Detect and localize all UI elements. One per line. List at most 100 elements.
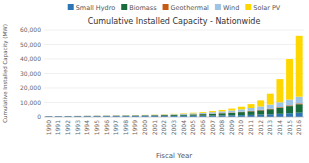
bar-segment: [113, 115, 120, 116]
bar-segment: [142, 115, 149, 116]
legend-label: Biomass: [129, 4, 157, 12]
bar-segment: [267, 105, 274, 109]
bar-segment: [267, 114, 274, 117]
bar-segment: [74, 115, 81, 116]
legend-swatch: [215, 4, 221, 10]
x-axis: 1990199119921993199419951996199719981999…: [45, 120, 302, 135]
bar-segment: [84, 115, 91, 116]
grid-line: [44, 88, 304, 89]
bar-segment: [103, 115, 110, 116]
bar-segment: [296, 97, 303, 104]
legend-swatch: [245, 4, 251, 10]
y-tick-label: 20,000: [20, 84, 41, 91]
bar-segment: [103, 115, 110, 116]
x-tick-label: 1992: [64, 120, 71, 135]
bar-segment: [161, 114, 168, 115]
bar-segment: [209, 114, 216, 116]
legend-swatch: [121, 4, 127, 10]
bar-segment: [296, 104, 303, 112]
bar-segment: [65, 115, 72, 116]
bar-segment: [180, 115, 187, 116]
bar-segment: [151, 114, 158, 115]
bar-segment: [257, 115, 264, 117]
bar-segment: [228, 109, 235, 111]
legend-swatch: [68, 4, 74, 10]
bar-segment: [219, 111, 226, 113]
bar-segment: [190, 114, 197, 115]
legend-label: Small Hydro: [76, 4, 116, 12]
x-tick-label: 2002: [160, 120, 167, 135]
bar-segment: [267, 109, 274, 114]
bar-segment: [209, 111, 216, 112]
y-axis: 010,00020,00030,00040,00050,00060,000: [20, 26, 41, 120]
x-axis-label: Fiscal Year: [156, 152, 192, 160]
bar-segment: [93, 115, 100, 116]
legend-label: Wind: [223, 4, 239, 12]
bar-segment: [248, 115, 255, 117]
bar-segment: [103, 115, 110, 116]
x-tick-label: 2004: [180, 120, 187, 135]
y-tick-label: 10,000: [20, 99, 41, 106]
bar-segment: [199, 111, 206, 113]
bar-segment: [209, 113, 216, 114]
x-tick-label: 1997: [112, 120, 119, 135]
x-tick-label: 2016: [295, 120, 302, 135]
grid-line: [44, 117, 304, 118]
y-tick-label: 0: [37, 113, 41, 120]
bar-segment: [151, 115, 158, 116]
x-tick-label: 2006: [199, 120, 206, 135]
bar-segment: [55, 116, 62, 117]
bar-segment: [65, 116, 72, 117]
bar-segment: [296, 36, 303, 97]
bar-segment: [267, 94, 274, 105]
bar-segment: [161, 114, 168, 115]
bar-segment: [74, 115, 81, 116]
x-tick-label: 2015: [286, 120, 293, 135]
bar-segment: [45, 116, 52, 117]
bar-segment: [199, 113, 206, 114]
grid-line: [44, 59, 304, 60]
bar-segment: [65, 115, 72, 116]
x-tick-label: 2013: [266, 120, 273, 135]
bar-segment: [142, 115, 149, 116]
bar-segment: [55, 116, 62, 117]
bar-segment: [84, 115, 91, 116]
bar-segment: [248, 108, 255, 111]
bar-segment: [93, 115, 100, 116]
bar-segment: [55, 116, 62, 117]
bar-segment: [113, 115, 120, 116]
x-tick-label: 2014: [276, 120, 283, 135]
bar-segment: [238, 107, 245, 110]
y-tick-label: 60,000: [20, 26, 41, 33]
bar-segment: [113, 115, 120, 116]
grid-line: [44, 73, 304, 74]
bar-segment: [113, 115, 120, 116]
bar-segment: [45, 116, 52, 117]
grid: [44, 30, 304, 117]
title: Cumulative Installed Capacity - Nationwi…: [88, 17, 261, 26]
x-tick-label: 2000: [141, 120, 148, 135]
bar-segment: [93, 115, 100, 116]
bar-segment: [142, 114, 149, 115]
y-axis-label: Cumulative Installed Capacity (MW): [2, 24, 9, 123]
bar-segment: [151, 114, 158, 115]
bar-segment: [238, 112, 245, 115]
bar-segment: [199, 113, 206, 114]
x-tick-label: 2011: [247, 120, 254, 135]
bar-segment: [132, 115, 139, 116]
x-tick-label: 2009: [228, 120, 235, 135]
bar-segment: [257, 100, 264, 106]
bar-segment: [180, 113, 187, 115]
x-tick-label: 1993: [74, 120, 81, 135]
bar-segment: [45, 116, 52, 117]
bar-segment: [132, 115, 139, 116]
x-tick-label: 2010: [237, 120, 244, 135]
chart: 010,00020,00030,00040,00050,00060,000199…: [0, 0, 309, 163]
bar-segment: [122, 115, 129, 116]
bar-segment: [84, 115, 91, 116]
bar-segment: [132, 115, 139, 116]
x-tick-label: 2001: [151, 120, 158, 135]
x-tick-label: 2008: [218, 120, 225, 135]
bar-segment: [151, 115, 158, 117]
bar-segment: [248, 104, 255, 108]
